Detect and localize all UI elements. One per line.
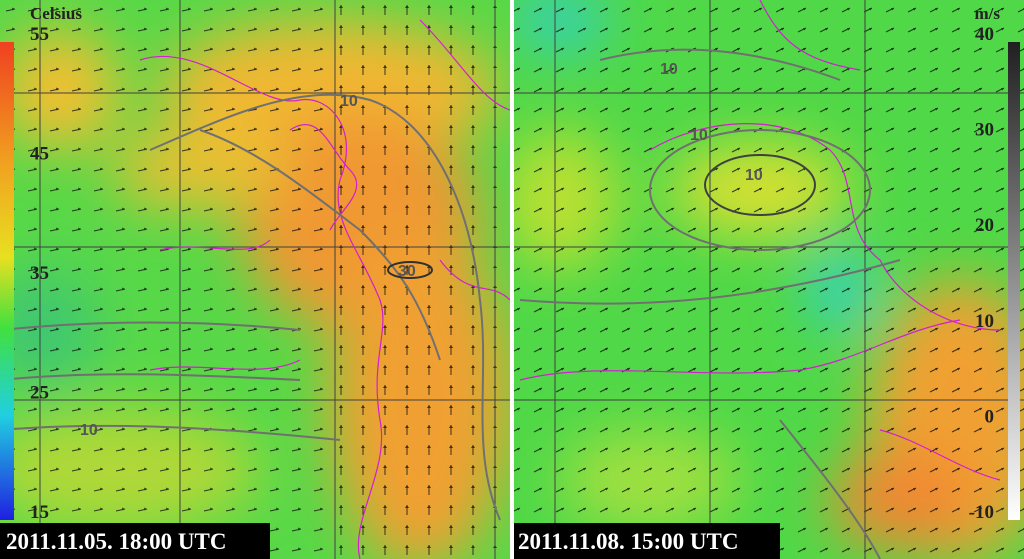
scale-label: 45: [30, 144, 49, 165]
contour-label: 10: [745, 167, 763, 184]
wind-colorbar: [1008, 42, 1020, 520]
scale-label: 30: [975, 120, 994, 141]
scale-label: 20: [975, 215, 994, 236]
contour-label: 10: [660, 61, 678, 78]
temperature-colorbar: [0, 42, 14, 520]
contour-label: 10: [80, 422, 98, 439]
contours: [0, 93, 501, 521]
scale-labels: 40 30 20 10 0 -10: [969, 24, 994, 523]
timestamp: 2011.11.08. 15:00 UTC: [518, 529, 738, 554]
scale-label: -10: [969, 502, 994, 523]
scale-label: 25: [30, 383, 49, 404]
wind-arrows: [0, 0, 330, 559]
right-panel: m/s 40 30 20 10 0 -10 10 10 10 2011.11.08. 15…: [514, 0, 1024, 559]
contour-label: 10: [340, 93, 358, 110]
scale-label: 10: [975, 311, 994, 332]
timestamp: 2011.11.05. 18:00 UTC: [6, 529, 226, 554]
unit-label: m/s: [975, 4, 1001, 23]
scale-label: 0: [985, 406, 995, 427]
scale-label: 55: [30, 24, 49, 45]
contour-label: 30: [398, 263, 416, 280]
wind-arrows: [330, 0, 510, 559]
contour-label: 10: [690, 127, 708, 144]
timestamp-box: [514, 523, 780, 559]
scale-label: 35: [30, 263, 49, 284]
scale-label: 15: [30, 502, 49, 523]
unit-label: Celsius: [30, 4, 82, 23]
coastlines: [519, 0, 1001, 481]
contours: [519, 48, 901, 559]
lat-lon-grid: [514, 0, 1024, 559]
timestamp-box: [0, 523, 270, 559]
divider: [510, 0, 514, 559]
lat-lon-grid: [0, 0, 510, 559]
scale-label: 40: [975, 24, 994, 45]
scale-labels: 55 45 35 25 15: [30, 24, 49, 523]
wind-arrows: [514, 0, 1024, 559]
coastlines: [139, 19, 510, 559]
left-panel: Celsius 55 45 35 25 15 10 30 10 2011.11.05. …: [0, 0, 510, 559]
